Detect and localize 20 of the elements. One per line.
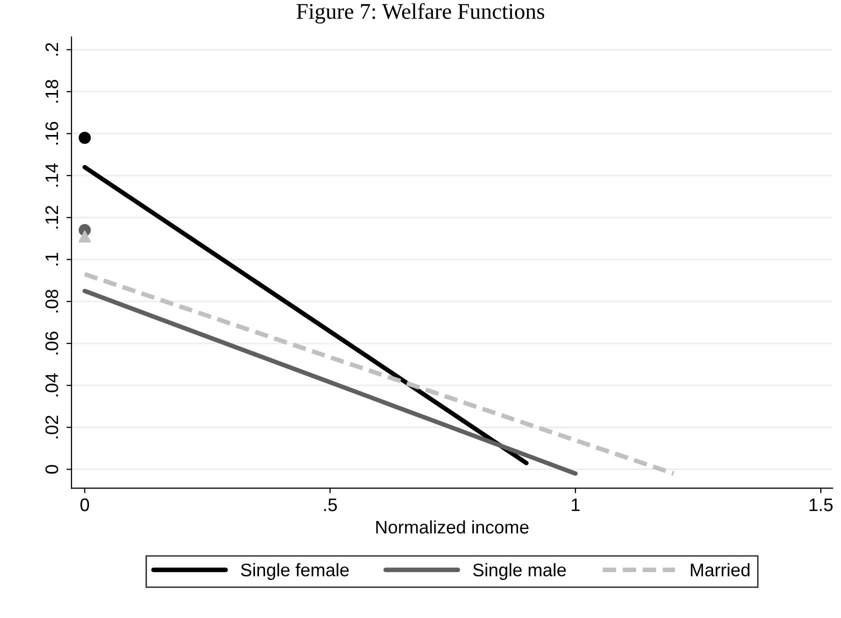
y-tick-label: .1 bbox=[46, 252, 58, 266]
x-tick-label: .5 bbox=[324, 498, 337, 512]
legend-label: Single male bbox=[473, 563, 566, 580]
x-axis-title: Normalized income bbox=[376, 520, 529, 534]
y-tick-label: .18 bbox=[45, 80, 58, 103]
y-tick-label: .2 bbox=[45, 43, 58, 56]
x-tick-label: 0 bbox=[80, 498, 90, 512]
y-tick-label: .12 bbox=[45, 206, 58, 228]
y-tick-label: .14 bbox=[46, 164, 58, 186]
y-tick-label: .04 bbox=[45, 373, 58, 396]
y-tick-label: .02 bbox=[45, 416, 58, 438]
y-tick-label: .06 bbox=[45, 332, 58, 354]
legend-label: Married bbox=[690, 563, 750, 576]
y-tick-label: .16 bbox=[45, 122, 58, 145]
y-tick-label: .08 bbox=[45, 290, 58, 312]
x-tick-label: 1.5 bbox=[810, 498, 833, 512]
x-tick-label: 1 bbox=[572, 498, 580, 512]
chart-title: Figure 7: Welfare Functions bbox=[296, 3, 544, 24]
y-tick-label: 0 bbox=[45, 465, 58, 474]
legend-label: Single female bbox=[240, 563, 349, 580]
